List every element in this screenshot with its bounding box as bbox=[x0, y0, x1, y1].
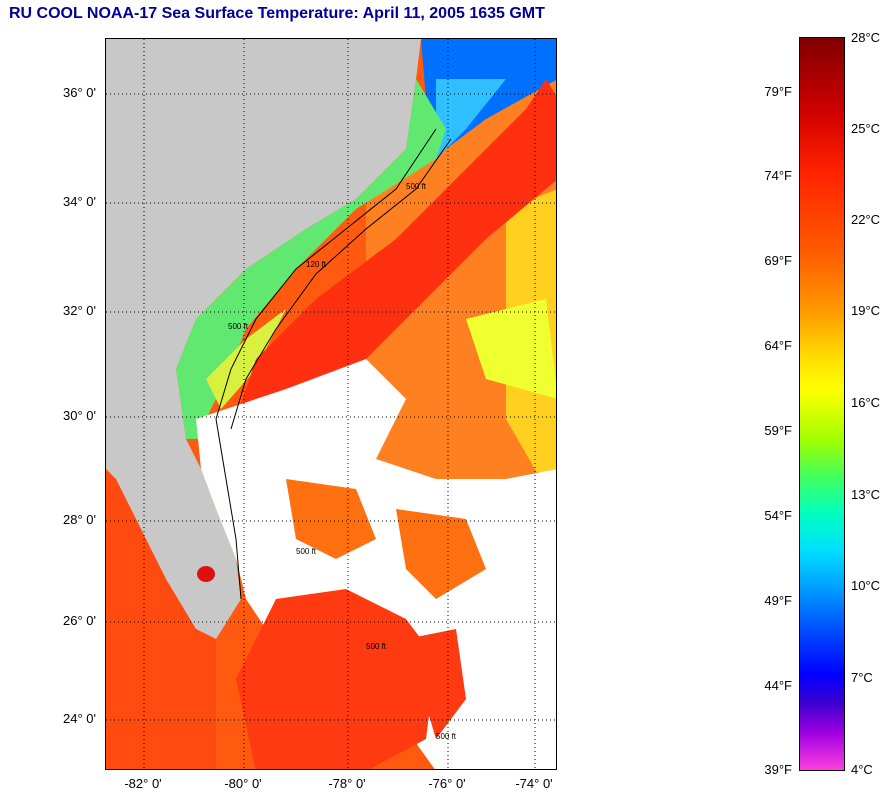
shelf-water bbox=[176, 79, 446, 439]
colorbar-celsius-label: 28°C bbox=[851, 30, 881, 45]
contour-label: 500 ft bbox=[296, 547, 317, 556]
colorbar-celsius-label: 22°C bbox=[851, 212, 881, 227]
lat-label: 36° 0' bbox=[63, 85, 96, 100]
colorbar-fahrenheit-label: 59°F bbox=[764, 423, 792, 438]
contour-labels: 500 ft 120 ft 500 ft 500 ft 500 ft 500 f… bbox=[228, 182, 457, 741]
colorbar-fahrenheit-label: 79°F bbox=[764, 84, 792, 99]
colorbar-fahrenheit-label: 44°F bbox=[764, 678, 792, 693]
colorbar-fahrenheit-label: 54°F bbox=[764, 508, 792, 523]
colorbar-fahrenheit-label: 39°F bbox=[764, 762, 792, 777]
colorbar-fahrenheit-label: 69°F bbox=[764, 253, 792, 268]
lon-label: -82° 0' bbox=[124, 776, 162, 791]
lat-label: 24° 0' bbox=[63, 711, 96, 726]
colorbar-celsius-label: 10°C bbox=[851, 578, 881, 593]
lat-label: 32° 0' bbox=[63, 303, 96, 318]
lon-label: -74° 0' bbox=[515, 776, 553, 791]
lat-label: 28° 0' bbox=[63, 512, 96, 527]
lon-label: -76° 0' bbox=[428, 776, 466, 791]
colorbar-celsius-label: 25°C bbox=[851, 121, 881, 136]
contour-label: 500 ft bbox=[366, 642, 387, 651]
colorbar-fahrenheit-label: 64°F bbox=[764, 338, 792, 353]
cool-water-north bbox=[436, 79, 506, 159]
temperature-colorbar bbox=[799, 37, 845, 771]
contour-label: 120 ft bbox=[306, 260, 327, 269]
contour-label: 500 ft bbox=[436, 732, 457, 741]
contour-label: 500 ft bbox=[228, 322, 249, 331]
grid-lines bbox=[106, 39, 556, 769]
lake-okeechobee bbox=[197, 566, 215, 582]
lat-label: 30° 0' bbox=[63, 408, 96, 423]
isobath-contours bbox=[215, 128, 452, 600]
colorbar-fahrenheit-label: 74°F bbox=[764, 168, 792, 183]
colorbar-celsius-label: 16°C bbox=[851, 395, 881, 410]
gulf-stream bbox=[236, 79, 556, 449]
offshore-yellow-mid bbox=[466, 299, 556, 399]
lon-label: -80° 0' bbox=[224, 776, 262, 791]
lat-label: 34° 0' bbox=[63, 194, 96, 209]
map-canvas: 500 ft 120 ft 500 ft 500 ft 500 ft 500 f… bbox=[106, 39, 556, 769]
cloud-cover-1 bbox=[196, 359, 556, 769]
cloud-cover-3 bbox=[286, 479, 376, 559]
cloud-cover-4 bbox=[396, 509, 486, 599]
land-southeast-us bbox=[106, 39, 421, 639]
colorbar-celsius-label: 7°C bbox=[851, 670, 873, 685]
cloud-cover-2 bbox=[486, 479, 556, 679]
page-title: RU COOL NOAA-17 Sea Surface Temperature:… bbox=[9, 5, 545, 22]
lon-label: -78° 0' bbox=[328, 776, 366, 791]
bahamas-warm bbox=[236, 589, 436, 769]
colorbar-celsius-label: 4°C bbox=[851, 762, 873, 777]
contour-label: 500 ft bbox=[406, 182, 427, 191]
colorbar-fahrenheit-label: 49°F bbox=[764, 593, 792, 608]
colorbar-celsius-label: 13°C bbox=[851, 487, 881, 502]
bahamas-warm-east bbox=[406, 629, 466, 739]
sst-map[interactable]: 500 ft 120 ft 500 ft 500 ft 500 ft 500 f… bbox=[105, 38, 557, 770]
colorbar-celsius-label: 19°C bbox=[851, 303, 881, 318]
lat-label: 26° 0' bbox=[63, 613, 96, 628]
